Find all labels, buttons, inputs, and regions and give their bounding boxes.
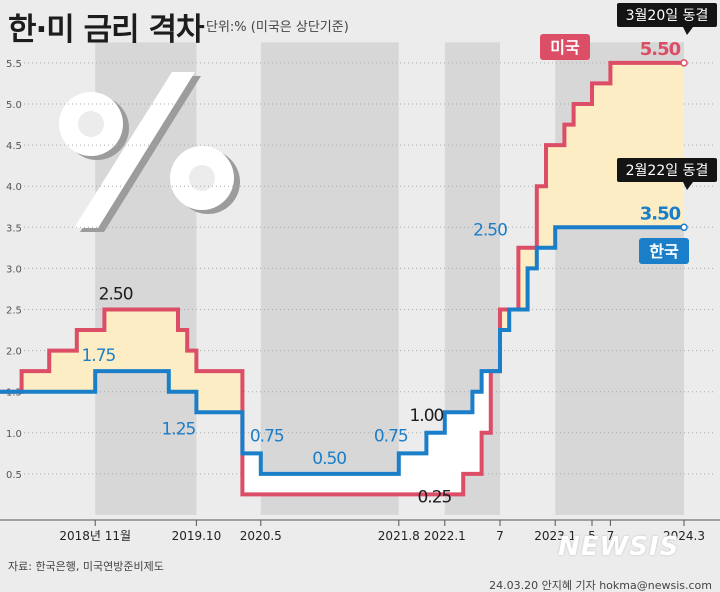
us-rate-line: [0, 60, 684, 497]
y-tick-label: 3.0: [6, 264, 22, 275]
rate-gap-area: [0, 62, 684, 495]
y-tick-label: 1.0: [6, 429, 22, 440]
callout-text: 3월20일 동결: [626, 8, 709, 24]
negative-gap-area: [242, 309, 500, 495]
value-label: 1.00: [409, 406, 443, 426]
x-tick-label: 2023.1: [534, 529, 576, 543]
value-label: 5.50: [640, 39, 681, 60]
series-label-box: [540, 34, 590, 60]
y-tick-label: 4.5: [6, 141, 22, 152]
byline: 24.03.20 안지혜 기자 hokma@newsis.com: [489, 579, 712, 592]
value-label: 0.75: [374, 426, 408, 446]
y-tick-label: 5.5: [6, 59, 22, 70]
value-label: 1.75: [81, 346, 115, 366]
y-tick-label: 2.5: [6, 306, 22, 317]
value-label: 0.25: [417, 487, 451, 507]
korea-rate-line: [0, 225, 684, 476]
y-tick-label: 3.5: [6, 223, 22, 234]
value-label: 0.50: [312, 449, 346, 469]
y-tick-label: 4.0: [6, 182, 22, 193]
x-tick-label: 2018년 11월: [59, 529, 131, 543]
unit-subtitle: 단위:% (미국은 상단기준): [206, 20, 349, 35]
x-tick-label: 2024.3: [663, 529, 705, 543]
value-label: 2.50: [99, 285, 133, 305]
series-label-box: [639, 238, 689, 264]
series-label-text: 미국: [550, 38, 580, 57]
y-tick-label: 0.5: [6, 470, 22, 481]
x-tick-label: 7: [496, 529, 504, 543]
callout-box: [617, 158, 717, 182]
x-tick-label: 2019.10: [172, 529, 222, 543]
x-tick-label: 2021.8: [378, 529, 420, 543]
source-note: 자료: 한국은행, 미국연방준비제도: [8, 560, 164, 573]
korea-end-marker: [680, 223, 688, 232]
percent-ring-hole: [78, 111, 104, 137]
value-label: 3.50: [640, 203, 681, 224]
callout-text: 2월22일 동결: [626, 163, 709, 179]
y-tick-label: 5.0: [6, 100, 22, 111]
newsis-logo: NEWSIS: [558, 532, 680, 562]
x-tick-label: 2022.1: [424, 529, 466, 543]
callout-pointer: [683, 27, 693, 35]
x-tick-label: 7: [607, 529, 615, 543]
percent-slash: [74, 72, 195, 228]
page-title: 한·미 금리 격차: [8, 12, 204, 48]
series-label-text: 한국: [649, 242, 679, 261]
y-tick-label: 2.0: [6, 347, 22, 358]
x-tick-label: 2020.5: [240, 529, 282, 543]
percent-decoration: [59, 72, 240, 232]
callout-pointer: [683, 182, 693, 190]
value-label: 2.50: [473, 221, 507, 241]
callout-box: [617, 3, 717, 27]
value-label: 0.75: [250, 426, 284, 446]
value-label: 1.25: [161, 419, 195, 439]
percent-ring-hole: [189, 165, 215, 191]
period-band: [260, 42, 399, 515]
x-tick-label: 5: [588, 529, 596, 543]
us-end-marker: [680, 59, 688, 67]
